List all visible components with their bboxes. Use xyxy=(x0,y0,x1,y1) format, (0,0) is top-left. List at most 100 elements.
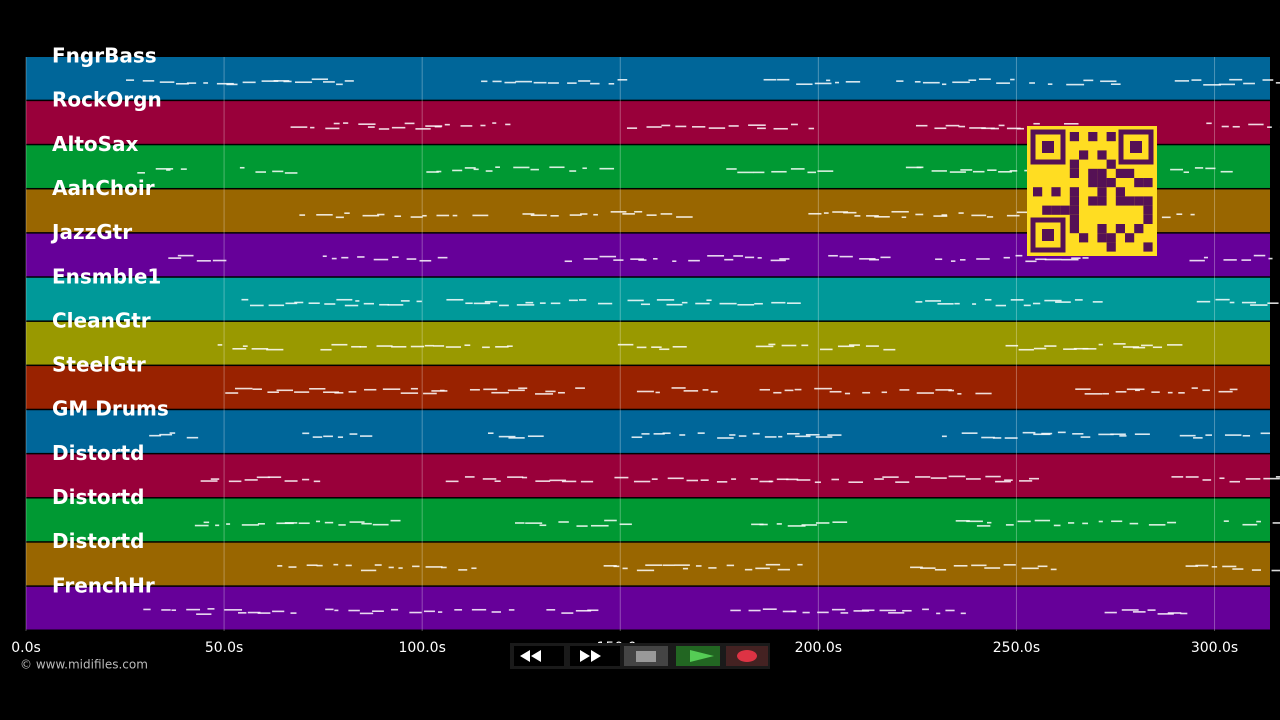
note xyxy=(323,81,335,83)
note-run xyxy=(631,432,842,439)
note xyxy=(238,612,247,614)
note xyxy=(1075,388,1091,390)
note-run xyxy=(603,563,803,572)
note-run xyxy=(763,78,861,86)
note xyxy=(617,343,634,346)
note xyxy=(1016,211,1034,214)
note xyxy=(1176,213,1183,216)
note xyxy=(697,432,705,434)
note xyxy=(480,124,486,127)
grid xyxy=(25,57,1216,631)
note xyxy=(1004,437,1018,439)
note xyxy=(436,170,442,173)
note xyxy=(302,432,310,435)
note xyxy=(1134,433,1150,436)
note xyxy=(484,300,498,303)
qr-module xyxy=(1088,132,1098,142)
note xyxy=(949,171,966,173)
note-run xyxy=(626,123,815,130)
note xyxy=(1275,82,1280,84)
note xyxy=(1171,476,1184,478)
note xyxy=(587,609,599,612)
note xyxy=(1035,258,1047,261)
note xyxy=(545,390,556,393)
note xyxy=(754,302,763,305)
note xyxy=(200,480,218,482)
qr-module xyxy=(1143,178,1153,188)
note xyxy=(491,611,501,613)
note xyxy=(777,78,790,81)
note xyxy=(1190,213,1195,216)
qr-module xyxy=(1088,178,1098,188)
note xyxy=(550,302,561,305)
note-run xyxy=(481,78,628,85)
note xyxy=(169,432,176,434)
note xyxy=(880,256,891,259)
note xyxy=(902,609,912,612)
note xyxy=(323,391,340,394)
note xyxy=(472,214,489,217)
note xyxy=(379,303,389,306)
note xyxy=(976,525,991,527)
record-button[interactable] xyxy=(726,646,768,666)
note xyxy=(1061,258,1079,261)
note xyxy=(840,612,849,614)
note xyxy=(358,123,376,125)
note xyxy=(1191,79,1202,81)
note-run xyxy=(627,299,801,306)
note xyxy=(1119,435,1127,437)
note xyxy=(636,346,647,349)
note xyxy=(984,567,1001,569)
note-run xyxy=(941,431,1150,439)
note xyxy=(186,608,201,611)
note xyxy=(1267,126,1272,128)
note xyxy=(1019,480,1033,482)
note xyxy=(1232,125,1240,128)
notes xyxy=(126,78,1280,615)
track-label: GM Drums xyxy=(52,397,169,421)
note xyxy=(883,348,896,351)
track-label: Distortd xyxy=(52,441,144,465)
note xyxy=(660,213,673,215)
note xyxy=(617,78,628,81)
note xyxy=(641,433,650,435)
note xyxy=(180,168,187,170)
forward-button[interactable] xyxy=(570,646,620,666)
note xyxy=(975,392,992,395)
note xyxy=(1174,80,1190,82)
note xyxy=(948,389,955,392)
note xyxy=(1110,433,1126,436)
play-button[interactable] xyxy=(676,646,720,666)
note xyxy=(986,521,992,524)
note xyxy=(985,475,1001,478)
note xyxy=(507,389,525,392)
note xyxy=(776,523,782,525)
note xyxy=(583,258,598,260)
note xyxy=(950,260,956,262)
note xyxy=(796,83,813,86)
note xyxy=(597,302,613,305)
note xyxy=(363,302,374,305)
qr-module xyxy=(1042,205,1052,215)
note xyxy=(748,609,761,612)
note xyxy=(953,564,968,567)
note xyxy=(914,81,921,83)
note xyxy=(1185,476,1199,478)
note xyxy=(1232,568,1244,570)
note xyxy=(251,348,269,350)
note xyxy=(1132,611,1146,613)
note xyxy=(210,478,220,480)
stop-button[interactable] xyxy=(624,646,668,666)
note xyxy=(491,391,509,394)
note xyxy=(1161,216,1171,219)
qr-module xyxy=(1097,224,1107,234)
note xyxy=(1028,477,1039,480)
note xyxy=(706,299,712,302)
note xyxy=(445,480,459,483)
rewind-button[interactable] xyxy=(514,646,564,666)
note xyxy=(795,435,811,438)
note xyxy=(416,300,422,303)
note xyxy=(771,170,787,173)
track-label: CleanGtr xyxy=(52,308,151,332)
